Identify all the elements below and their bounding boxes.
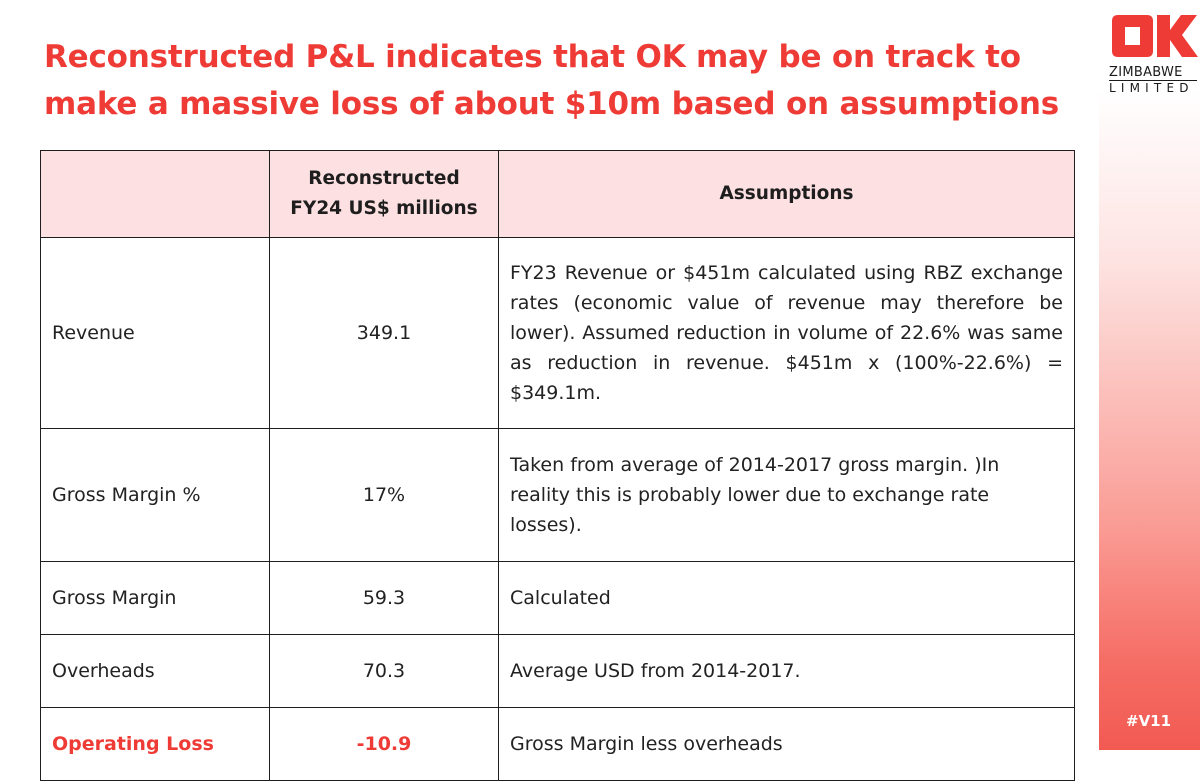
sidebar-gradient — [1099, 0, 1200, 750]
slide-title: Reconstructed P&L indicates that OK may … — [44, 34, 1094, 128]
logo-limited-text: LIMITED — [1109, 80, 1197, 94]
header-reconstructed-line2: FY24 US$ millions — [290, 198, 478, 219]
header-reconstructed: Reconstructed FY24 US$ millions — [269, 150, 499, 238]
logo-zimbabwe-text: ZIMBABWE — [1109, 65, 1183, 80]
row-label: Overheads — [40, 634, 270, 708]
row-assumption: Taken from average of 2014-2017 gross ma… — [498, 428, 1075, 562]
ok-zimbabwe-logo: ZIMBABWE LIMITED — [1109, 13, 1199, 94]
header-empty — [40, 150, 270, 238]
table-header-row: Reconstructed FY24 US$ millions Assumpti… — [40, 150, 1075, 238]
row-value: 70.3 — [269, 634, 499, 708]
row-assumption: Calculated — [498, 561, 1075, 635]
row-label: Gross Margin — [40, 561, 270, 635]
row-assumption: Gross Margin less overheads — [498, 707, 1075, 781]
title-line-2: make a massive loss of about $10m based … — [44, 86, 1059, 122]
table-row-revenue: Revenue 349.1 FY23 Revenue or $451m calc… — [40, 237, 1075, 429]
title-line-1: Reconstructed P&L indicates that OK may … — [44, 39, 1021, 75]
pl-table: Reconstructed FY24 US$ millions Assumpti… — [40, 150, 1075, 781]
header-reconstructed-line1: Reconstructed — [308, 168, 460, 189]
row-assumption: Average USD from 2014-2017. — [498, 634, 1075, 708]
header-assumptions: Assumptions — [498, 150, 1075, 238]
row-label: Operating Loss — [40, 707, 270, 781]
ok-logo-mark — [1112, 15, 1198, 57]
row-value: 17% — [269, 428, 499, 562]
table-row-gross-margin: Gross Margin 59.3 Calculated — [40, 561, 1075, 635]
table-row-operating-loss: Operating Loss -10.9 Gross Margin less o… — [40, 707, 1075, 781]
table-row-overheads: Overheads 70.3 Average USD from 2014-201… — [40, 634, 1075, 708]
row-value: -10.9 — [269, 707, 499, 781]
row-label: Gross Margin % — [40, 428, 270, 562]
row-assumption: FY23 Revenue or $451m calculated using R… — [498, 237, 1075, 429]
table-row-gross-margin-pct: Gross Margin % 17% Taken from average of… — [40, 428, 1075, 562]
row-value: 349.1 — [269, 237, 499, 429]
slide-tag: #V11 — [1126, 712, 1172, 730]
row-value: 59.3 — [269, 561, 499, 635]
row-label: Revenue — [40, 237, 270, 429]
